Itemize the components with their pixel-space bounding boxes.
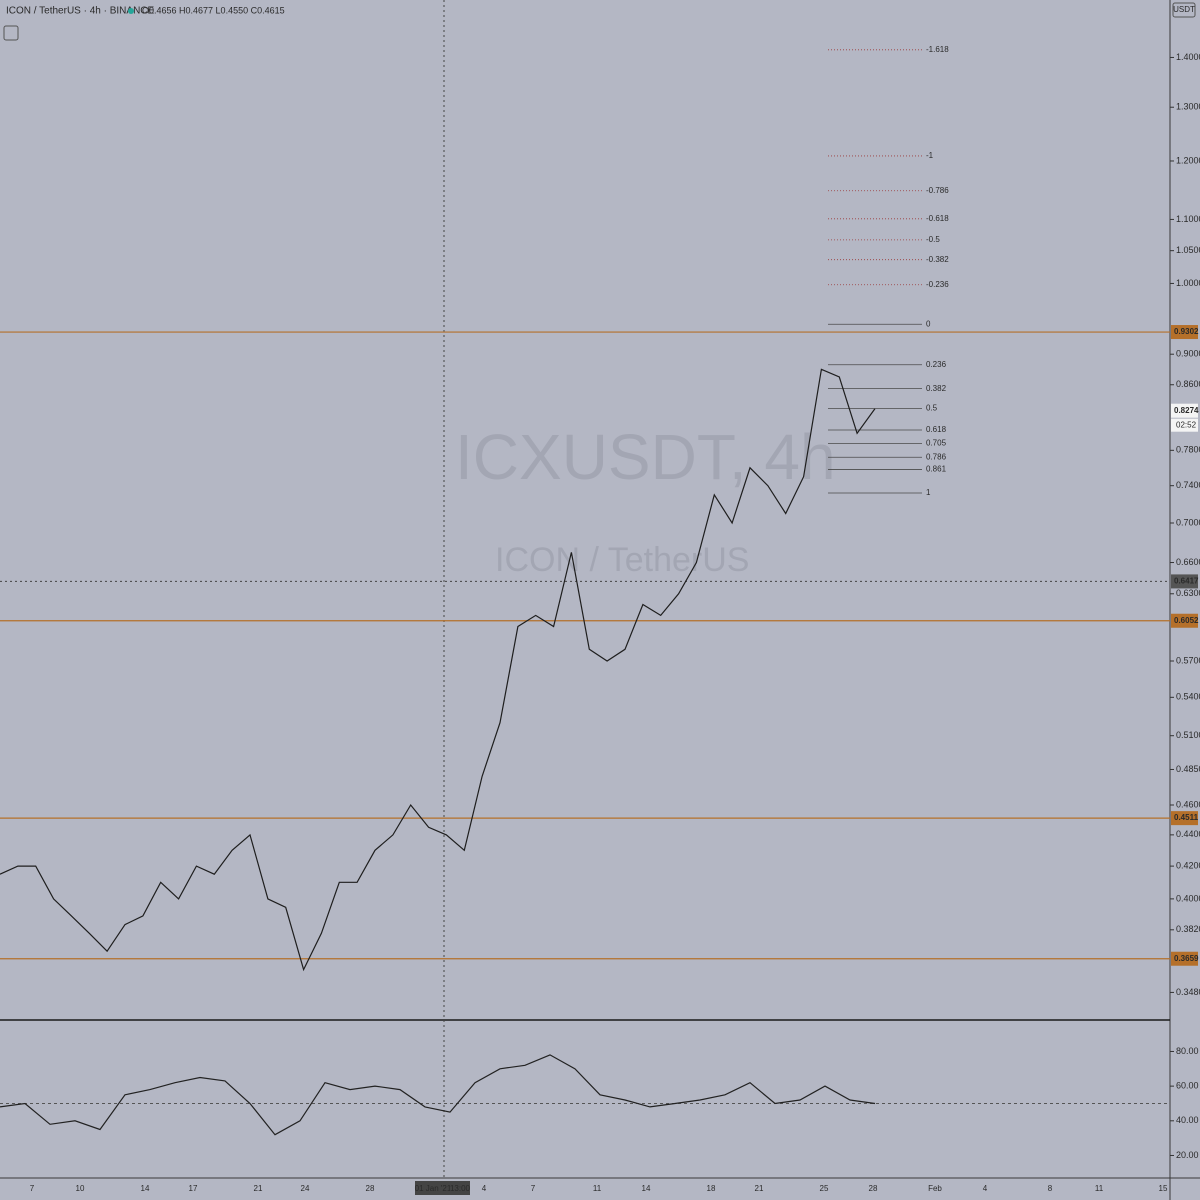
x-tick-label: 21	[755, 1184, 764, 1193]
x-tick-label: Feb	[928, 1184, 942, 1193]
fib-label: 0.705	[926, 439, 947, 448]
x-tick-label: 21	[254, 1184, 263, 1193]
price-label-box	[1171, 325, 1198, 340]
x-tick-label: 4	[482, 1184, 487, 1193]
x-tick-label: 24	[301, 1184, 310, 1193]
x-tick-label: 11	[1095, 1184, 1104, 1193]
fib-label: -0.382	[926, 255, 949, 264]
x-tick-label: 17	[189, 1184, 198, 1193]
y-tick-label: 1.3000	[1176, 102, 1200, 112]
y-tick-label: 40.00	[1176, 1115, 1199, 1125]
y-tick-label: 80.00	[1176, 1046, 1199, 1056]
fib-label: -0.236	[926, 280, 949, 289]
x-tick-label: 01 Jan '21	[415, 1184, 452, 1193]
fib-label: 0.786	[926, 452, 947, 461]
ohlc: O0.4656 H0.4677 L0.4550 C0.4615	[142, 5, 285, 15]
y-tick-label: 1.0500	[1176, 245, 1200, 255]
x-tick-label: 14	[141, 1184, 150, 1193]
x-tick-label: 14	[642, 1184, 651, 1193]
x-tick-label: 8	[1048, 1184, 1053, 1193]
fib-label: 0.618	[926, 425, 947, 434]
series-line	[0, 368, 876, 972]
fib-label: 0.382	[926, 384, 947, 393]
y-tick-label: 1.1000	[1176, 214, 1200, 224]
x-tick-label: 7	[531, 1184, 536, 1193]
fib-label: -1	[926, 151, 934, 160]
x-tick-label: 28	[366, 1184, 375, 1193]
fib-label: 0.861	[926, 465, 947, 474]
symbol: ICON / TetherUS · 4h · BINANCE	[6, 6, 155, 17]
time-label-box	[450, 1181, 470, 1195]
fib-label: -0.5	[926, 235, 940, 244]
y-tick-label: 20.00	[1176, 1150, 1199, 1160]
status-dot	[128, 8, 134, 14]
fib-label: -0.618	[926, 214, 949, 223]
price-label: 0.6052	[1174, 616, 1199, 625]
fib-label: 0	[926, 319, 931, 328]
price-label: 0.3659	[1174, 954, 1199, 963]
countdown: 02:52	[1176, 420, 1197, 429]
price-label-box	[1171, 811, 1198, 826]
fib-label: 0.5	[926, 404, 938, 413]
currency-box[interactable]	[1172, 2, 1196, 18]
x-tick-label: 18	[707, 1184, 716, 1193]
x-tick-label: 11	[593, 1184, 602, 1193]
price-label-box	[1171, 613, 1198, 628]
fib-label: -1.618	[926, 45, 949, 54]
x-tick-label: 13:00	[450, 1184, 471, 1193]
price-label: 0.8274	[1174, 406, 1199, 415]
y-tick-label: 60.00	[1176, 1081, 1199, 1091]
x-tick-label: 28	[869, 1184, 878, 1193]
price-label-box	[1171, 574, 1198, 589]
fib-label: -0.786	[926, 186, 949, 195]
price-label-box	[1171, 951, 1198, 966]
time-label-box	[415, 1181, 451, 1195]
price-label: 0.9302	[1174, 327, 1199, 336]
fib-label: 0.236	[926, 360, 947, 369]
watermark-name: ICON / TetherUS	[495, 541, 749, 579]
price-label: 0.6417	[1174, 577, 1199, 586]
collapse-button[interactable]	[3, 25, 19, 41]
countdown-box	[1171, 418, 1198, 432]
price-label: 0.4511	[1174, 813, 1199, 822]
series-line	[0, 1054, 876, 1136]
fib-label: 1	[926, 488, 931, 497]
y-tick-label: 1.2000	[1176, 155, 1200, 165]
watermark-ticker: ICXUSDT, 4h	[455, 421, 836, 493]
x-tick-label: 7	[30, 1184, 35, 1193]
x-tick-label: 4	[983, 1184, 988, 1193]
x-tick-label: 10	[76, 1184, 85, 1193]
price-label-box	[1171, 403, 1198, 418]
x-tick-label: 15	[1159, 1184, 1168, 1193]
x-tick-label: 25	[820, 1184, 829, 1193]
currency[interactable]: USDT	[1173, 5, 1195, 14]
